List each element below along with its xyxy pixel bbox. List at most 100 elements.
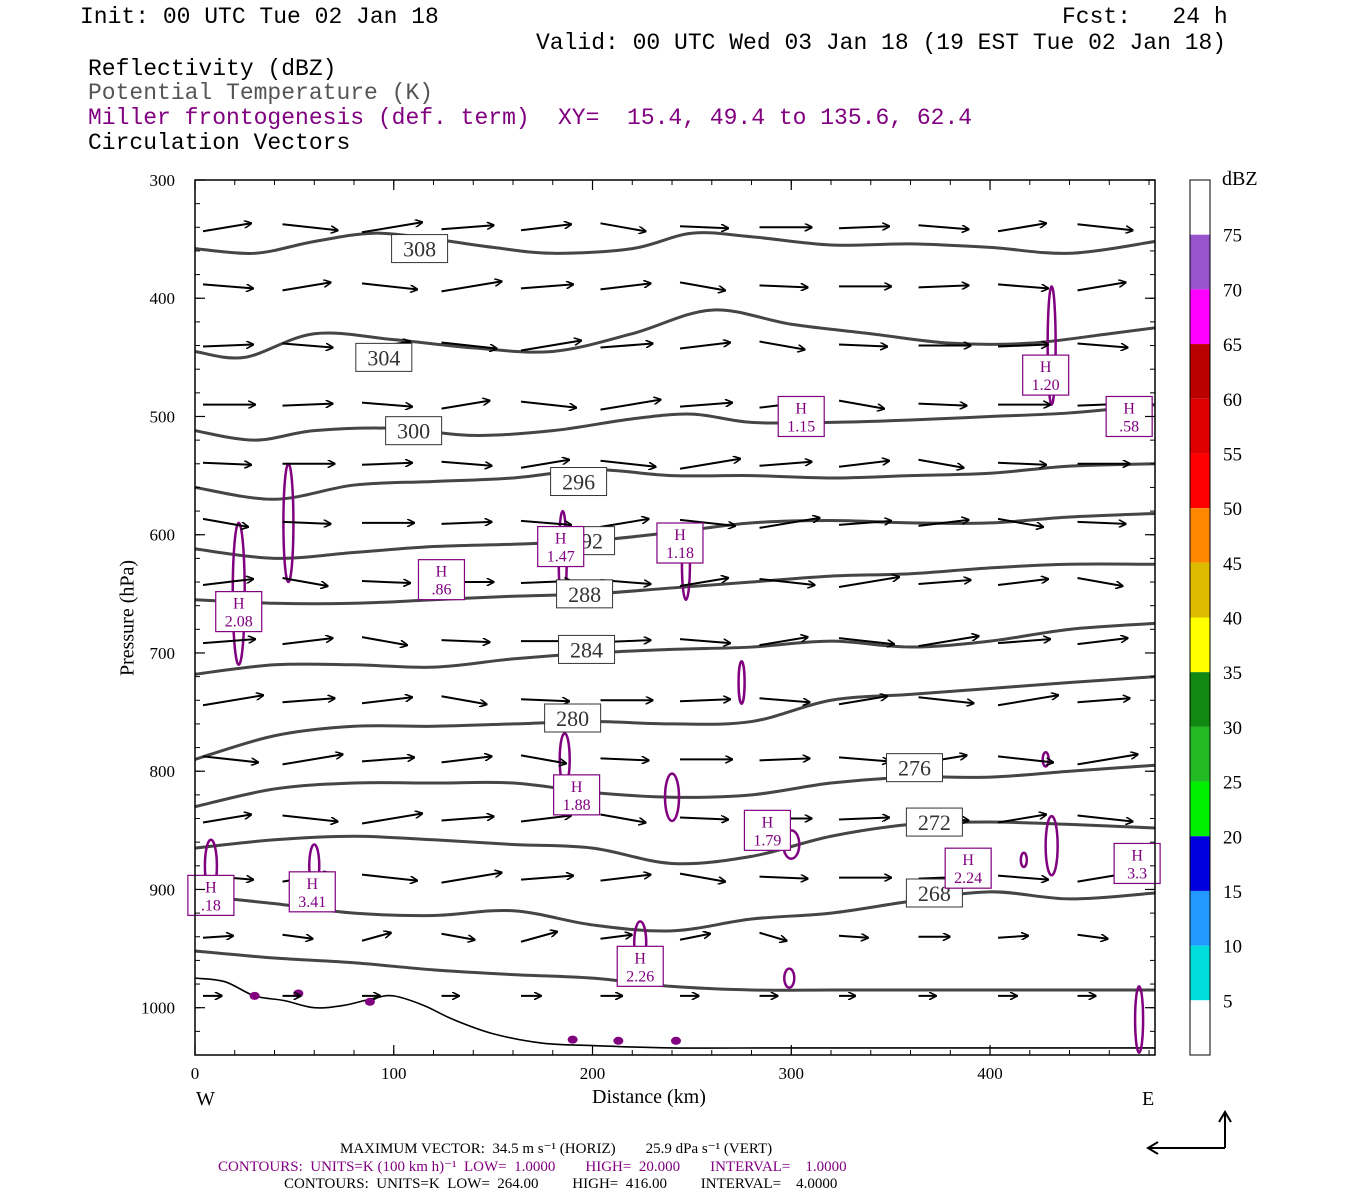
fronto-max-label: H.86 [417, 559, 466, 601]
circulation-vector [838, 521, 891, 526]
fronto-max-label: H1.79 [743, 809, 792, 851]
reference-vector-icon [1146, 1110, 1232, 1155]
circulation-vector [202, 223, 251, 233]
fronto-max-label: H.58 [1105, 395, 1153, 438]
circulation-vector [679, 518, 735, 526]
fronto-contour-info: CONTOURS: UNITS=K (100 km h)⁻¹ LOW= 1.00… [218, 1159, 847, 1175]
colorbar-tick-label: 45 [1223, 554, 1242, 575]
circulation-vector [282, 404, 333, 406]
fronto-max-value: 2.26 [626, 968, 654, 985]
theta-contour-272 [194, 820, 1156, 866]
circulation-vector [679, 403, 732, 408]
circulation-vector [838, 637, 894, 644]
theta-label-296: 296 [550, 467, 608, 497]
circulation-vector [997, 936, 1028, 938]
colorbar-tick-label: 65 [1223, 335, 1242, 356]
circulation-vector [759, 637, 808, 647]
colorbar-swatch [1190, 945, 1210, 1001]
theta-label-box [385, 416, 443, 446]
circulation-vector [520, 224, 571, 232]
colorbar-swatch [1190, 890, 1210, 946]
circulation-vector [600, 758, 649, 760]
fronto-max-h: H [1040, 359, 1052, 376]
colorbar-swatch [1190, 508, 1210, 563]
fronto-max-h: H [555, 531, 567, 548]
circulation-vector [282, 577, 328, 586]
circulation-vector [997, 639, 1050, 645]
theta-label-text: 284 [570, 637, 603, 662]
y-tick-label: 800 [150, 762, 176, 781]
fronto-max-box [656, 522, 704, 564]
theta-contour-288 [194, 562, 1156, 606]
circulation-vector [600, 935, 632, 940]
circulation-vector [918, 404, 967, 406]
y-tick-label: 500 [150, 407, 176, 426]
colorbar-tick-label: 5 [1223, 991, 1233, 1012]
fronto-max-box [288, 871, 336, 913]
circulation-vector [520, 876, 573, 881]
circulation-vector [202, 936, 233, 938]
circulation-vector [918, 636, 979, 648]
circulation-vector [282, 754, 343, 766]
frontogenesis-contour [737, 660, 746, 706]
circulation-vector [520, 341, 581, 352]
colorbar: 75 70 65 60 55 50 45 40 35 30 25 20 15 10 5 [1189, 179, 1242, 1056]
theta-contour-304 [194, 308, 1156, 360]
circulation-vector [441, 341, 497, 349]
max-vector-info: MAXIMUM VECTOR: 34.5 m s⁻¹ (HORIZ) 25.9 … [340, 1141, 773, 1157]
colorbar-swatch [1190, 289, 1210, 345]
theta-label-box [905, 807, 963, 837]
circulation-vector [361, 697, 412, 705]
circulation-vector [441, 460, 492, 466]
y-axis-title: Pressure (hPa) [116, 559, 139, 677]
theta-contour-276 [194, 763, 1156, 809]
circulation-vector [361, 401, 412, 407]
circulation-vector [838, 577, 899, 589]
circulation-vector [918, 224, 969, 229]
theta-contour-280 [194, 675, 1156, 761]
fronto-max-label: H1.47 [537, 525, 585, 568]
x-tick-label: 200 [580, 1064, 606, 1083]
fronto-max-h: H [962, 852, 974, 869]
circulation-vector [520, 519, 571, 525]
circulation-vector [520, 932, 557, 943]
terrain-line [194, 977, 1155, 1049]
theta-label-box [391, 234, 449, 264]
colorbar-tick-label: 75 [1223, 226, 1242, 247]
theta-label-304: 304 [355, 342, 413, 372]
plot-frame [194, 179, 1156, 1056]
frontogenesis-blob [364, 997, 375, 1006]
circulation-vector [282, 223, 338, 230]
circulation-vector [600, 400, 661, 411]
fronto-max-box [1022, 354, 1070, 396]
colorbar-tick-label: 25 [1223, 773, 1242, 794]
fronto-max-value: 1.20 [1032, 377, 1060, 394]
circulation-vector [918, 520, 969, 527]
circulation-vector [361, 282, 417, 289]
x-tick-label: 0 [191, 1064, 200, 1083]
circulation-vector [1077, 698, 1130, 704]
theta-contour-296 [194, 462, 1156, 501]
fronto-max-value: 3.41 [298, 894, 326, 911]
circulation-vector [441, 932, 475, 940]
field-circulation-vectors: Circulation Vectors [88, 130, 351, 156]
circulation-vectors [202, 222, 1138, 996]
circulation-vector [997, 345, 1048, 347]
circulation-vector [679, 699, 730, 701]
fronto-max-label: H1.18 [656, 522, 704, 564]
cross-section-endpoints: XY= 15.4, 49.4 to 135.6, 62.4 [558, 105, 973, 131]
x-axis-title: Distance (km) [592, 1086, 706, 1108]
circulation-vector [361, 933, 391, 942]
circulation-vector [441, 281, 502, 293]
theta-label-box [558, 634, 616, 664]
circulation-vector [600, 813, 646, 823]
circulation-vector [441, 695, 487, 704]
frontogenesis-contour [1041, 751, 1050, 768]
colorbar-swatch [1190, 781, 1210, 837]
theta-label-text: 280 [556, 706, 589, 731]
frontogenesis-contour [663, 772, 681, 823]
fronto-max-value: 1.15 [787, 418, 815, 435]
circulation-vector [361, 463, 412, 465]
circulation-vector [838, 818, 889, 820]
